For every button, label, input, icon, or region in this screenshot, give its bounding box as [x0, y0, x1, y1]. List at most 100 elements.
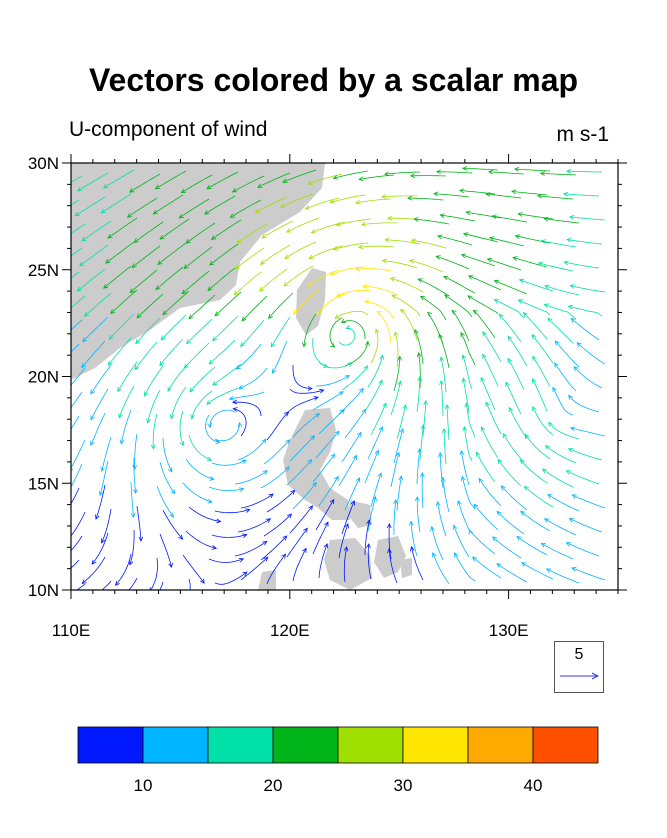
streamline-arrowhead — [460, 331, 465, 338]
streamline — [191, 390, 213, 419]
streamline — [188, 294, 216, 320]
streamline-arrowhead — [459, 188, 465, 194]
streamline — [101, 436, 112, 472]
streamline-arrowhead — [308, 505, 314, 511]
streamline — [71, 487, 80, 505]
streamline — [390, 452, 400, 488]
streamline — [211, 534, 247, 538]
streamline — [573, 366, 603, 389]
streamline — [101, 508, 112, 543]
streamline-arrowhead — [332, 246, 338, 251]
streamline-arrowhead — [310, 229, 317, 234]
streamline-arrowhead — [467, 295, 473, 300]
streamline — [155, 170, 187, 190]
streamline-arrowhead — [482, 331, 487, 337]
streamline-arrowhead — [362, 284, 368, 289]
streamline-arrowhead — [302, 547, 307, 553]
streamline — [289, 435, 315, 462]
colorbar-box — [77, 726, 144, 764]
streamline-arrowhead — [437, 451, 443, 458]
streamline — [181, 174, 213, 193]
streamline — [546, 568, 580, 584]
colorbar-box — [467, 726, 534, 764]
streamline — [485, 193, 522, 199]
streamline-arrowhead — [241, 316, 247, 322]
streamline — [99, 460, 109, 496]
streamline — [315, 431, 340, 459]
streamline-arrowhead — [307, 180, 313, 185]
streamline-arrowhead — [282, 178, 288, 183]
streamline — [338, 388, 364, 415]
streamline-arrowhead — [532, 378, 537, 384]
streamline — [468, 529, 496, 555]
streamline-arrowhead — [416, 352, 422, 358]
streamline-arrowhead — [361, 221, 367, 227]
streamline-arrowhead — [207, 498, 213, 504]
streamline — [390, 381, 401, 416]
streamline-arrowhead — [496, 563, 502, 568]
streamline — [316, 375, 350, 387]
streamline — [103, 169, 135, 189]
streamline — [437, 501, 447, 537]
streamline — [286, 459, 312, 486]
streamline — [241, 295, 268, 322]
streamline-arrowhead — [308, 254, 314, 260]
lat-label: 30N — [28, 154, 59, 173]
streamline — [81, 340, 106, 368]
streamline — [335, 310, 369, 319]
streamline — [130, 481, 134, 518]
streamline — [120, 409, 132, 444]
streamline-arrowhead — [565, 470, 571, 475]
streamline — [212, 315, 239, 341]
streamline-arrowhead — [183, 363, 189, 369]
streamline-arrowhead — [571, 567, 577, 572]
streamline-arrowhead — [414, 496, 420, 502]
streamline-arrowhead — [480, 426, 486, 432]
streamline — [431, 526, 444, 561]
streamline-arrowhead — [531, 333, 537, 340]
streamline — [523, 312, 548, 340]
streamline — [144, 365, 164, 397]
streamline — [240, 493, 274, 509]
streamline — [501, 485, 528, 511]
streamline — [576, 342, 606, 365]
streamline-arrowhead — [293, 309, 298, 316]
streamline — [266, 553, 286, 585]
streamline — [418, 352, 421, 389]
streamline-arrowhead — [565, 168, 572, 174]
streamline — [460, 450, 470, 486]
streamline-arrowhead — [389, 276, 396, 282]
streamline — [171, 386, 187, 419]
streamline-arrowhead — [90, 440, 95, 447]
streamline-arrowhead — [514, 234, 520, 239]
streamline-arrowhead — [261, 233, 267, 239]
streamline — [485, 401, 502, 435]
streamline — [411, 239, 447, 249]
streamline — [82, 316, 109, 342]
streamline-arrowhead — [430, 525, 435, 532]
streamline-arrowhead — [437, 234, 443, 240]
streamline-arrowhead — [186, 339, 192, 345]
streamline — [71, 223, 86, 234]
streamline — [489, 237, 525, 247]
streamline — [209, 243, 239, 266]
streamline-arrowhead — [364, 299, 370, 305]
streamline — [286, 527, 308, 558]
streamline-arrowhead — [524, 433, 530, 439]
streamline-arrowhead — [242, 571, 248, 577]
streamline-arrowhead — [336, 292, 342, 297]
streamline — [542, 468, 574, 488]
streamline-arrowhead — [537, 261, 544, 267]
streamline — [159, 581, 164, 590]
streamline-arrowhead — [493, 299, 500, 304]
streamline — [162, 290, 190, 315]
streamline-arrowhead — [228, 395, 235, 401]
streamline — [101, 193, 132, 214]
streamline — [492, 215, 528, 223]
streamline — [461, 254, 496, 267]
streamline — [333, 242, 369, 250]
streamline-arrowhead — [83, 311, 89, 317]
streamline-arrowhead — [241, 459, 247, 465]
streamline-arrowhead — [301, 342, 307, 348]
streamline-arrowhead — [480, 376, 485, 383]
